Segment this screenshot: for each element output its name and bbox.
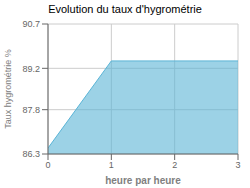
html-text:Evolution du taux d'hygrométri: Evolution du taux d'hygrométrie: [48, 3, 202, 15]
svg-text:90.7: 90.7: [22, 19, 40, 29]
svg-text:86.3: 86.3: [22, 149, 40, 159]
svg-text:2: 2: [172, 160, 177, 170]
svg-text:0: 0: [45, 160, 50, 170]
svg-text:heure par heure: heure par heure: [105, 175, 181, 186]
svg-text:1: 1: [109, 160, 114, 170]
svg-text:Taux hygrométrie %: Taux hygrométrie %: [3, 49, 13, 129]
svg-text:87.8: 87.8: [22, 105, 40, 115]
svg-text:89.2: 89.2: [22, 64, 40, 74]
svg-text:3: 3: [235, 160, 240, 170]
